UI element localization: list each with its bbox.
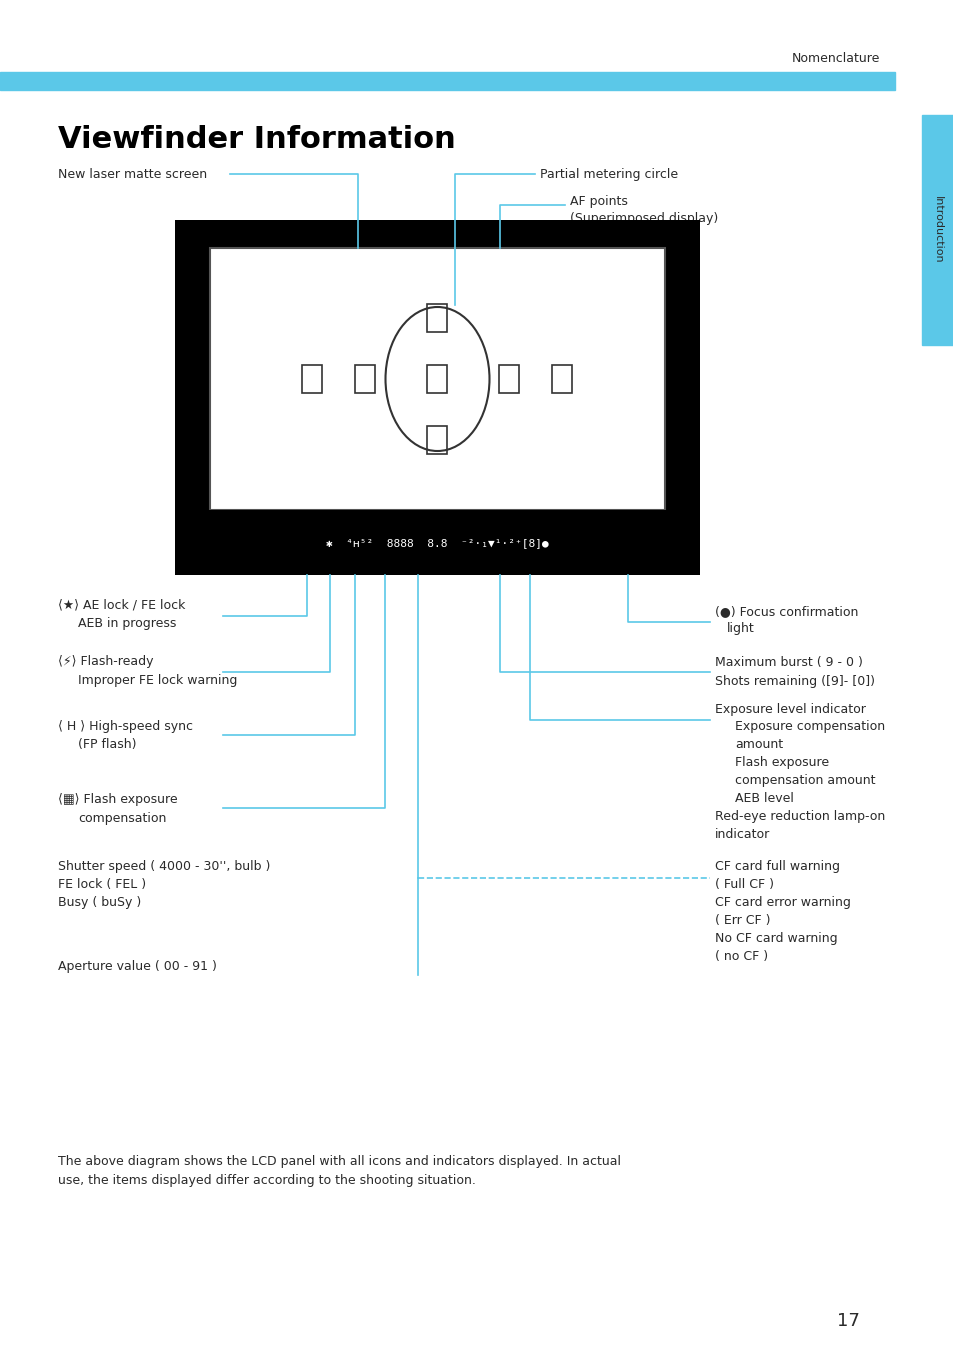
- Bar: [499, 365, 519, 393]
- Text: Flash exposure: Flash exposure: [734, 756, 828, 769]
- Text: CF card full warning: CF card full warning: [714, 860, 840, 873]
- Text: Improper FE lock warning: Improper FE lock warning: [78, 675, 237, 687]
- Bar: [355, 365, 375, 393]
- Bar: [185, 510, 689, 575]
- Text: 17: 17: [836, 1311, 859, 1330]
- Text: New laser matte screen: New laser matte screen: [58, 168, 207, 181]
- Text: ( Full CF ): ( Full CF ): [714, 877, 773, 891]
- Text: ⟨★⟩ AE lock / FE lock: ⟨★⟩ AE lock / FE lock: [58, 598, 185, 611]
- Text: No CF card warning: No CF card warning: [714, 932, 837, 945]
- Text: ✱  ⁴ʜ⁵²  8888  8.8  ⁻²·₁▼¹·²⁺[8]●: ✱ ⁴ʜ⁵² 8888 8.8 ⁻²·₁▼¹·²⁺[8]●: [326, 538, 548, 548]
- Bar: [921, 115, 953, 345]
- Text: Aperture value ( 00 - 91 ): Aperture value ( 00 - 91 ): [58, 960, 216, 973]
- Text: Partial metering circle: Partial metering circle: [539, 168, 678, 181]
- Bar: [552, 365, 572, 393]
- Text: AF points
(Superimposed display): AF points (Superimposed display): [569, 195, 718, 224]
- Text: Nomenclature: Nomenclature: [791, 51, 879, 65]
- Text: Busy ( buSy ): Busy ( buSy ): [58, 896, 141, 909]
- Text: amount: amount: [734, 738, 782, 750]
- Text: Exposure level indicator: Exposure level indicator: [714, 703, 865, 717]
- Text: ⟨ H ⟩ High-speed sync: ⟨ H ⟩ High-speed sync: [58, 721, 193, 733]
- Bar: [302, 365, 322, 393]
- Text: Shots remaining ([9]- [0]): Shots remaining ([9]- [0]): [714, 675, 874, 688]
- Text: CF card error warning: CF card error warning: [714, 896, 850, 909]
- Text: compensation amount: compensation amount: [734, 773, 875, 787]
- Text: indicator: indicator: [714, 827, 769, 841]
- Text: Exposure compensation: Exposure compensation: [734, 721, 884, 733]
- Text: (●) Focus confirmation: (●) Focus confirmation: [714, 604, 858, 618]
- Text: Shutter speed ( 4000 - 30'', bulb ): Shutter speed ( 4000 - 30'', bulb ): [58, 860, 270, 873]
- Text: Red-eye reduction lamp-on: Red-eye reduction lamp-on: [714, 810, 884, 823]
- Text: AEB in progress: AEB in progress: [78, 617, 176, 630]
- Bar: [427, 304, 447, 333]
- Text: Maximum burst ( 9 - 0 ): Maximum burst ( 9 - 0 ): [714, 656, 862, 669]
- Text: Viewfinder Information: Viewfinder Information: [58, 124, 456, 154]
- Text: FE lock ( FEL ): FE lock ( FEL ): [58, 877, 146, 891]
- Bar: [210, 247, 664, 510]
- Text: The above diagram shows the LCD panel with all icons and indicators displayed. I: The above diagram shows the LCD panel wi…: [58, 1155, 620, 1187]
- Bar: [427, 365, 447, 393]
- Text: Introduction: Introduction: [932, 196, 942, 264]
- Bar: [174, 220, 700, 575]
- Bar: [427, 426, 447, 454]
- Text: ( no CF ): ( no CF ): [714, 950, 767, 963]
- Text: ⟨▦⟩ Flash exposure: ⟨▦⟩ Flash exposure: [58, 794, 177, 806]
- Text: ⟨⚡⟩ Flash-ready: ⟨⚡⟩ Flash-ready: [58, 654, 153, 668]
- Text: compensation: compensation: [78, 813, 166, 825]
- Text: (FP flash): (FP flash): [78, 738, 136, 750]
- Text: ( Err CF ): ( Err CF ): [714, 914, 770, 927]
- Text: AEB level: AEB level: [734, 792, 793, 804]
- Text: light: light: [726, 622, 754, 635]
- Bar: [0, 72, 894, 91]
